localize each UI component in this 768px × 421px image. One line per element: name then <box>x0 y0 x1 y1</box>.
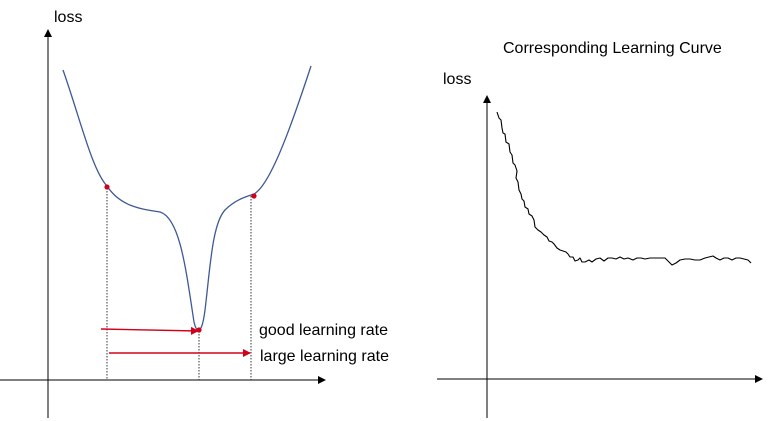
start-point-marker <box>104 184 110 190</box>
left-y-axis-label: loss <box>54 9 82 26</box>
learning-curve-diagram: Corresponding Learning Curve loss <box>437 40 763 418</box>
good-learning-rate-arrow <box>100 326 199 335</box>
right-y-axis-label: loss <box>443 71 471 88</box>
loss-curve <box>62 65 312 331</box>
large-learning-rate-label: large learning rate <box>260 348 389 365</box>
learning-curve-line <box>496 111 752 266</box>
minimum-point-marker <box>196 327 202 333</box>
good-learning-rate-label: good learning rate <box>259 322 388 339</box>
overshoot-point-marker <box>251 193 257 199</box>
loss-landscape-diagram: loss good learning rate large learning r… <box>0 9 389 418</box>
learning-curve-title: Corresponding Learning Curve <box>503 40 722 57</box>
